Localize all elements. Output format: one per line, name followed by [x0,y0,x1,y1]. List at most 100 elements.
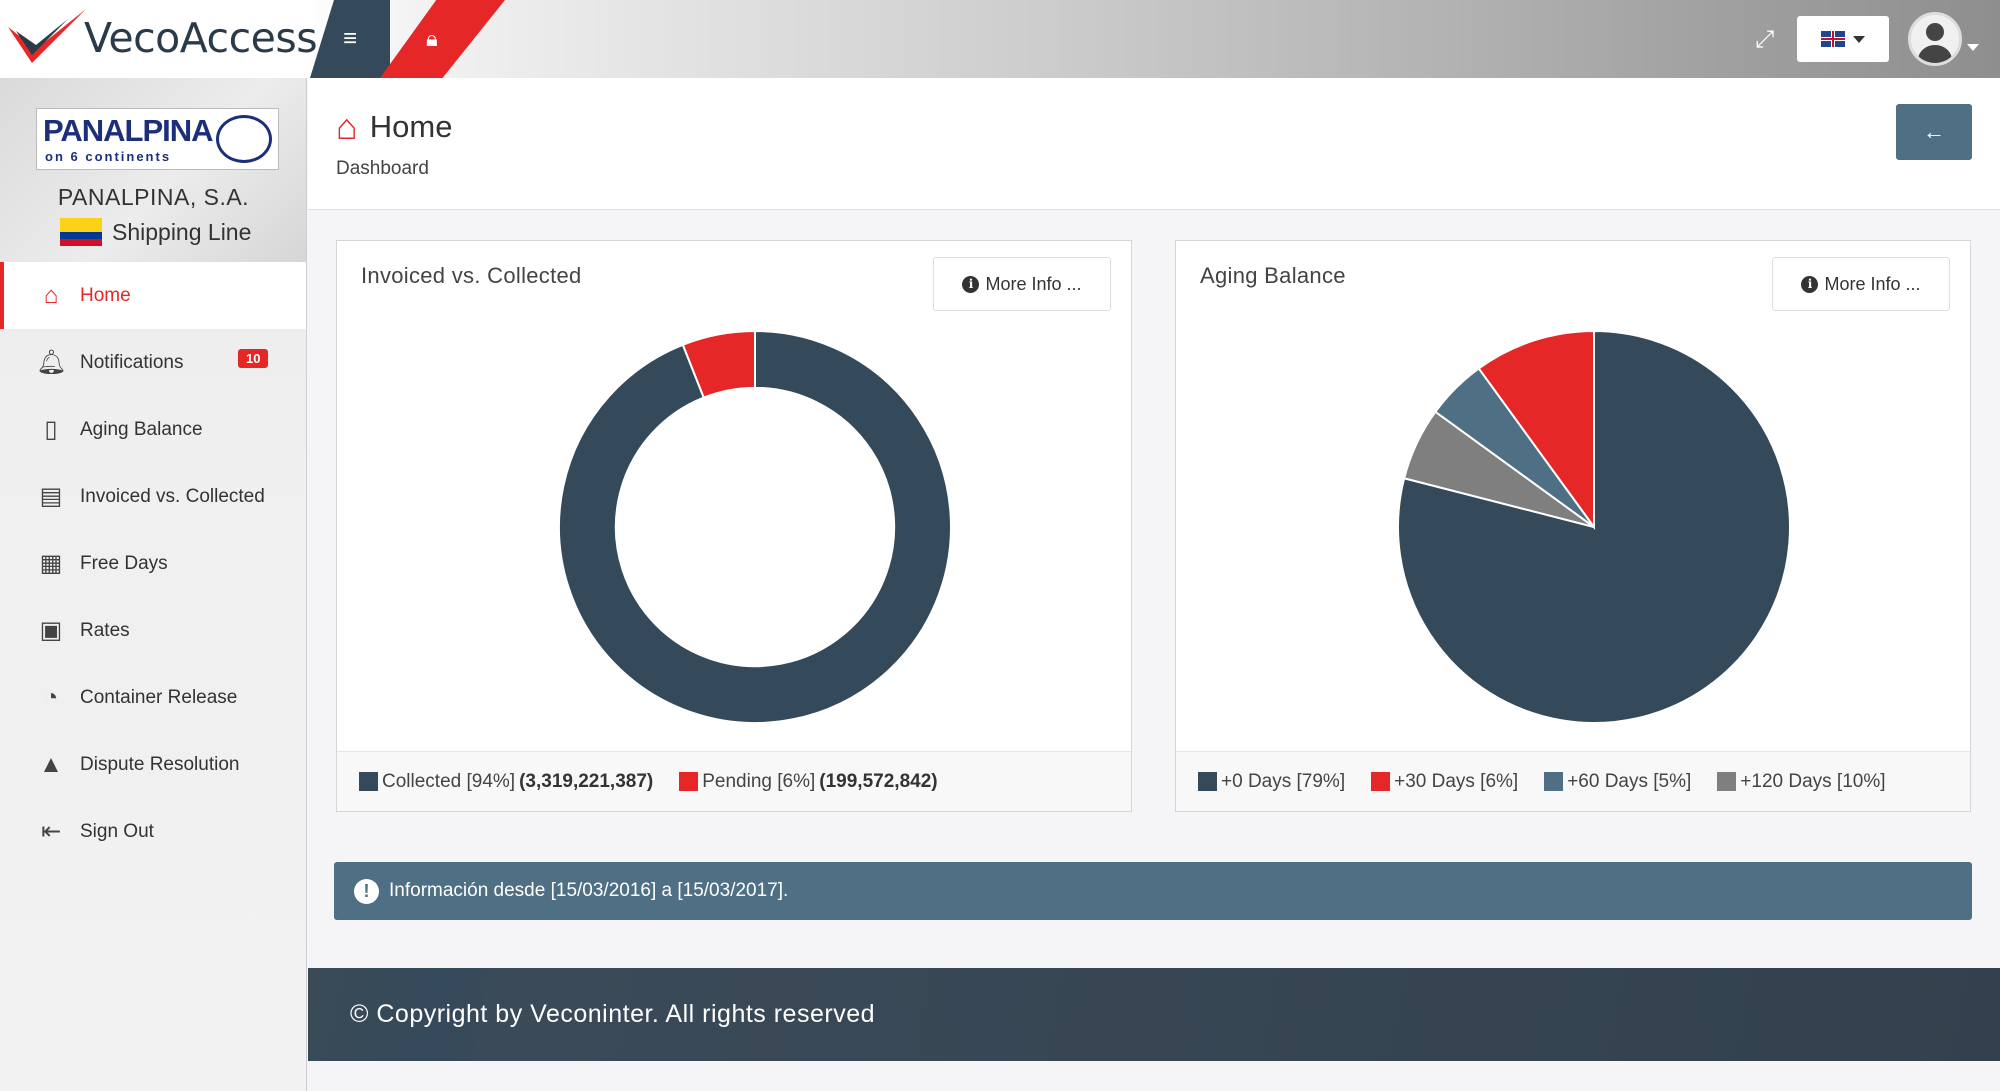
legend-label: +60 Days [5%] [1567,770,1692,792]
copyright-text: © Copyright by Veconinter. All rights re… [350,1000,876,1028]
uk-flag-icon [1821,31,1845,47]
legend-swatch [679,772,699,791]
company-type: Shipping Line [60,218,251,246]
company-name: PANALPINA, S.A. [57,184,250,210]
legend-item-0-days[interactable]: +0 Days [79%] [1198,771,1345,793]
legend-item-pending[interactable]: Pending [6%] (199,572,842) [679,770,938,793]
legend-swatch [1371,772,1391,791]
chart-slice-pending[interactable] [681,329,756,399]
breadcrumb: Dashboard [336,158,429,179]
chevron-down-icon [1853,35,1865,43]
exclamation-icon: ! [354,878,379,904]
legend-item-60-days[interactable]: +60 Days [5%] [1544,771,1691,793]
main-content: ⌂ Home Dashboard ← [308,78,2000,1091]
sidebar-item-rates[interactable]: ▣ Rates [0,597,306,664]
sidebar-item-sign-out[interactable]: ⇤ Sign Out [0,798,306,865]
app-logo[interactable]: VecoAccess [0,0,318,78]
home-icon: ⌂ [43,281,59,309]
aging-balance-panel: Aging Balance i More Info ... +0 Days [7… [1175,240,1971,812]
donut-chart [558,329,952,724]
chart-legend: Collected [94%] (3,319,221,387) Pending … [337,751,1131,811]
bell-icon: 🔔︎ [36,349,67,376]
warning-icon: ▲ [39,750,63,778]
money-icon: ▣ [39,617,63,644]
app-title: VecoAccess [84,14,318,62]
chart-slice-collected[interactable] [558,329,952,724]
sidebar-item-home[interactable]: ⌂ Home [0,262,306,329]
sidebar-item-label: Free Days [80,552,168,574]
sidebar-item-label: Home [80,284,131,306]
legend-swatch [1544,772,1564,791]
sidebar-item-label: Sign Out [80,820,154,842]
legend-item-120-days[interactable]: +120 Days [10%] [1717,770,1886,793]
company-logo: PANALPINA on 6 continents [36,108,279,170]
home-icon: ⌂ [336,106,358,147]
more-info-label: More Info ... [985,273,1082,294]
chart-legend: +0 Days [79%] +30 Days [6%] +60 Days [5%… [1176,751,1970,811]
sidebar-item-label: Invoiced vs. Collected [80,485,265,507]
legend-item-collected[interactable]: Collected [94%] (3,319,221,387) [359,771,653,793]
legend-swatch [1717,772,1737,791]
more-info-button[interactable]: i More Info ... [1772,257,1950,311]
legend-value: (199,572,842) [819,770,938,792]
page-title: ⌂ Home [336,106,452,148]
checkmark-logo-icon [8,9,86,63]
calendar-icon: ▦ [39,550,63,577]
sidebar-item-label: Rates [80,619,130,641]
alert-text: Información desde [15/03/2016] a [15/03/… [389,880,789,901]
back-button[interactable]: ← [1896,104,1972,160]
pie-chart [1397,329,1791,724]
legend-label: +30 Days [6%] [1394,770,1519,792]
more-info-label: More Info ... [1824,273,1921,294]
legend-swatch [359,772,378,791]
arrow-left-icon: ← [1923,119,1945,144]
avatar-caret-icon[interactable] [1967,44,1979,51]
legend-value: (3,319,221,387) [519,770,654,792]
menu-toggle-button[interactable]: ≡ [310,0,390,78]
sidebar-item-notifications[interactable]: 🔔︎ Notifications 10 [0,329,306,396]
company-brand: PANALPINA on 6 continents PANALPINA, S.A… [0,78,306,262]
gauge-icon: ◔ [43,683,59,711]
sidebar: PANALPINA on 6 continents PANALPINA, S.A… [0,78,307,1091]
avatar-icon[interactable] [1908,12,1962,66]
legend-label: +120 Days [10%] [1740,770,1886,792]
page-header: ⌂ Home Dashboard ← [308,78,2000,210]
donut-chart-area [337,311,1133,751]
top-bar: VecoAccess ≡ 🔒︎ ⤢ [0,0,2000,78]
company-logo-sub: on 6 continents [45,149,172,164]
sidebar-nav: ⌂ Home 🔔︎ Notifications 10 ▯ Aging Balan… [0,262,306,865]
lock-button[interactable]: 🔒︎ [380,0,505,78]
sidebar-item-label: Dispute Resolution [80,753,240,775]
panel-title: Aging Balance [1200,263,1346,288]
legend-label: Pending [6%] [702,770,816,792]
page-title-text: Home [369,109,453,144]
expand-icon[interactable]: ⤢ [1755,26,1775,53]
company-type-label: Shipping Line [112,218,252,245]
sidebar-item-dispute-resolution[interactable]: ▲ Dispute Resolution [0,731,306,798]
footer: © Copyright by Veconinter. All rights re… [308,968,2000,1061]
sidebar-item-container-release[interactable]: ◔ Container Release [0,664,306,731]
legend-label: Collected [94%] [382,770,516,792]
sidebar-item-free-days[interactable]: ▦ Free Days [0,530,306,597]
lock-icon: 🔒︎ [426,26,438,51]
more-info-button[interactable]: i More Info ... [933,257,1111,311]
sidebar-item-invoiced-vs-collected[interactable]: ▤ Invoiced vs. Collected [0,463,306,530]
ship-icon [216,115,272,163]
colombia-flag-icon [60,218,102,246]
notification-count-badge: 10 [238,349,269,368]
sidebar-item-aging-balance[interactable]: ▯ Aging Balance [0,396,306,463]
pie-chart-area [1176,311,1972,751]
chart-slice-30-days[interactable] [1477,329,1595,531]
info-icon: i [1801,275,1819,293]
sidebar-item-label: Aging Balance [80,418,203,440]
info-alert: ! Información desde [15/03/2016] a [15/0… [334,862,1972,920]
sign-out-icon: ⇤ [40,818,62,845]
book-icon: ▤ [39,483,63,510]
language-selector[interactable] [1797,16,1889,62]
sidebar-item-label: Container Release [80,686,238,708]
bottom-strip [308,1061,2000,1091]
panel-title: Invoiced vs. Collected [361,263,582,288]
hamburger-icon: ≡ [342,25,357,52]
legend-item-30-days[interactable]: +30 Days [6%] [1371,771,1518,793]
legend-label: +0 Days [79%] [1221,770,1346,792]
